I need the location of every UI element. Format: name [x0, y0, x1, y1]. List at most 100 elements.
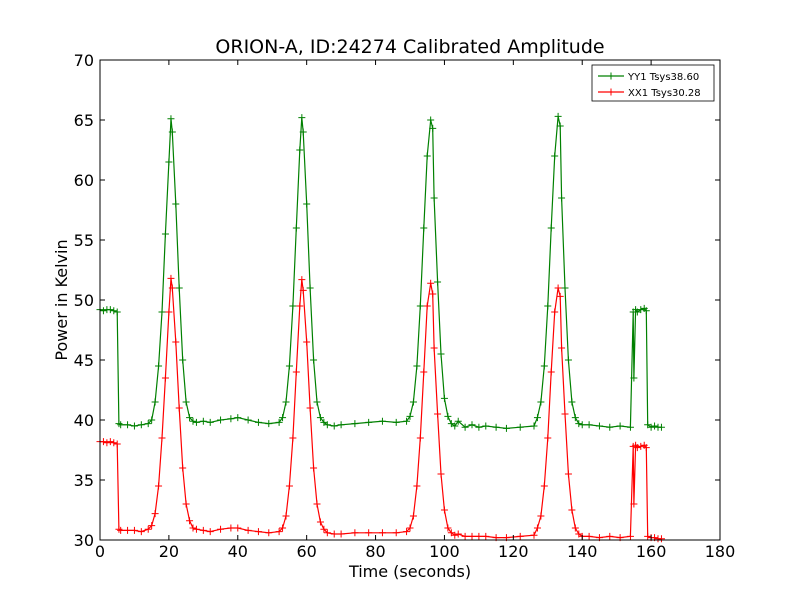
series-2-point: [657, 535, 665, 543]
series-2-point: [378, 529, 386, 537]
series-2-point: [454, 530, 462, 538]
series-1-point: [451, 422, 459, 430]
legend-marker-2: [607, 88, 615, 96]
series-1-point: [182, 398, 190, 406]
x-tick-label: 100: [429, 542, 460, 561]
series-2-point: [313, 500, 321, 508]
series-1-point: [554, 112, 562, 120]
series-1-point: [429, 124, 437, 132]
series-1-point: [158, 308, 166, 316]
y-tick-label: 55: [74, 231, 94, 250]
series-2-point: [637, 442, 645, 450]
series-1-point: [186, 414, 194, 422]
series-1-point: [137, 421, 145, 429]
series-2-point: [282, 512, 290, 520]
y-tick-label: 50: [74, 291, 94, 310]
series-1-point: [416, 302, 424, 310]
series-2-point: [285, 482, 293, 490]
series-1-point: [292, 224, 300, 232]
series-2-point: [642, 444, 650, 452]
series-2-point: [254, 528, 262, 536]
series-1-point: [551, 152, 559, 160]
series-1-point: [117, 421, 125, 429]
series-2-point: [451, 531, 459, 539]
series-1-point: [279, 414, 287, 422]
series-1-point: [165, 158, 173, 166]
series-2-point: [430, 344, 438, 352]
series-2-point: [561, 410, 569, 418]
series-1-point: [547, 224, 555, 232]
series-1-point: [540, 362, 548, 370]
series-1-point: [571, 414, 579, 422]
series-2-point: [533, 524, 541, 532]
series-1-point: [275, 418, 283, 426]
series-1-point: [124, 421, 132, 429]
series-1-point: [130, 422, 138, 430]
y-tick-label: 40: [74, 411, 94, 430]
series-1-point: [254, 418, 262, 426]
series-1-point: [657, 423, 665, 431]
series-2-point: [365, 529, 373, 537]
series-2-point: [427, 279, 435, 287]
series-1-point: [502, 424, 510, 432]
series-2-point: [482, 532, 490, 540]
series-1-point: [434, 278, 442, 286]
series-2-point: [413, 482, 421, 490]
x-tick-label: 180: [705, 542, 736, 561]
plot-area: 0 20 40 60 80 100 120 140 160 180 30 35 40 45 50 55 60 65…: [74, 51, 736, 561]
series-2-point: [217, 525, 225, 533]
series-1-point: [110, 307, 118, 315]
series-1-point: [475, 423, 483, 431]
series-1-point: [642, 307, 650, 315]
series-1-point: [227, 415, 235, 423]
series-2-point: [434, 410, 442, 418]
series-2-point: [392, 529, 400, 537]
legend-box: [591, 64, 715, 102]
series-2-point: [103, 439, 111, 447]
series-2-point: [110, 439, 118, 447]
series-1-point: [409, 398, 417, 406]
series-2-point: [189, 524, 197, 532]
series-1-point: [113, 308, 121, 316]
series-1-point: [299, 128, 307, 136]
legend-label-1: YY1 Tsys38.60: [627, 72, 699, 83]
series-1-point: [578, 421, 586, 429]
series-1-point: [323, 421, 331, 429]
x-tick-label: 20: [159, 542, 179, 561]
plot-frame: [99, 59, 721, 541]
legend-marker-1: [607, 72, 615, 80]
series-1-point: [115, 420, 123, 428]
series-1-point: [630, 374, 638, 382]
series-1-point: [285, 362, 293, 370]
series-2-point: [148, 522, 156, 530]
series-2-point: [530, 531, 538, 539]
y-tick-label: 35: [74, 471, 94, 490]
series-1-point: [172, 200, 180, 208]
series-2-point: [206, 528, 214, 536]
y-tick-label: 30: [74, 531, 94, 550]
series-2-point: [440, 506, 448, 514]
series-2-point: [244, 526, 252, 534]
series-1-point: [192, 418, 200, 426]
series-1-point: [144, 420, 152, 428]
series-1-point: [151, 398, 159, 406]
series-2-point: [606, 532, 614, 540]
x-tick-label: 0: [95, 542, 105, 561]
y-tick-label: 60: [74, 171, 94, 190]
series-2-point: [437, 470, 445, 478]
series-1-point: [468, 421, 476, 429]
series-1-point: [351, 420, 359, 428]
series-2-point: [351, 529, 359, 537]
series-1-point: [568, 398, 576, 406]
series-1-point: [606, 423, 614, 431]
series-2-point: [558, 344, 566, 352]
series-1-point: [378, 417, 386, 425]
series-1-point: [244, 416, 252, 424]
series-2-point: [182, 500, 190, 508]
series-1-point: [413, 362, 421, 370]
series-1-point: [516, 423, 524, 431]
series-2-point: [167, 274, 175, 282]
series-2-point: [537, 512, 545, 520]
chart-title: ORION-A, ID:24274 Calibrated Amplitude: [215, 36, 604, 58]
series-2-point: [175, 404, 183, 412]
